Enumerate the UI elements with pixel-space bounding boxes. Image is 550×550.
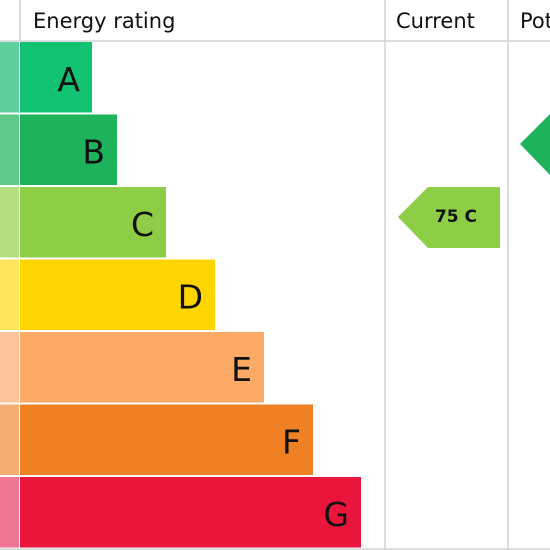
- potential-header: Potential: [520, 9, 550, 33]
- band-bar: [20, 187, 166, 258]
- band-strip: [0, 332, 19, 403]
- band-letter: B: [82, 132, 105, 171]
- band-letter: G: [323, 495, 349, 534]
- band-bar: [20, 332, 264, 403]
- band-bar: [20, 404, 313, 475]
- current-label: 75 C: [435, 207, 477, 227]
- band-strip: [0, 404, 19, 475]
- band-letter: A: [57, 60, 80, 99]
- band-letter: C: [131, 205, 154, 244]
- band-strip: [0, 259, 19, 330]
- band-letter: F: [282, 422, 301, 461]
- band-strip: [0, 114, 19, 185]
- potential-arrow: [520, 114, 550, 175]
- band-bar: [20, 259, 215, 330]
- band-bar: [20, 42, 92, 113]
- band-bar: [20, 114, 117, 185]
- band-letter: D: [178, 277, 203, 316]
- band-letter: E: [231, 350, 252, 389]
- band-bar: [20, 477, 361, 548]
- band-strip: [0, 477, 19, 548]
- rating-header: Energy rating: [33, 9, 175, 33]
- band-strip: [0, 187, 19, 258]
- current-arrow: [398, 187, 500, 248]
- current-header: Current: [396, 9, 475, 33]
- band-strip: [0, 42, 19, 113]
